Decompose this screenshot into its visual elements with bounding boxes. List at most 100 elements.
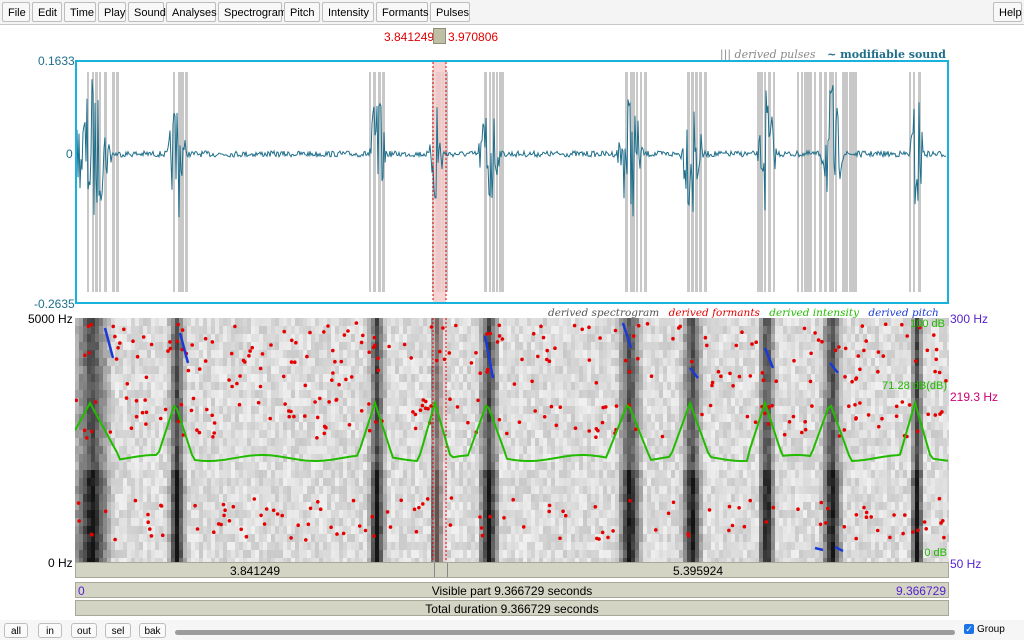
menu-time[interactable]: Time bbox=[64, 2, 96, 22]
spectrogram-cell bbox=[487, 326, 491, 334]
spectrogram-cell bbox=[667, 526, 671, 534]
spectrogram-cell bbox=[447, 382, 451, 390]
spectrogram-cell bbox=[407, 398, 411, 406]
menu-help[interactable]: Help bbox=[993, 2, 1022, 22]
spectrogram-cell bbox=[375, 454, 379, 462]
spectrogram-panel[interactable]: 100 dB 71.28 dB(dB) 0 dB bbox=[75, 318, 949, 562]
spectrogram-cell bbox=[455, 462, 459, 470]
spectrogram-cell bbox=[267, 558, 271, 562]
spectrogram-cell bbox=[475, 542, 479, 550]
spectrogram-cell bbox=[367, 518, 371, 526]
spectrogram-cell bbox=[83, 558, 87, 562]
spectrogram-cell bbox=[127, 318, 131, 326]
spectrogram-cell bbox=[379, 390, 383, 398]
spectrogram-cell bbox=[355, 398, 359, 406]
spectrogram-cell bbox=[547, 494, 551, 502]
spectrogram-cell bbox=[179, 398, 183, 406]
spectrogram-cell bbox=[155, 550, 159, 558]
waveform-panel[interactable] bbox=[75, 60, 949, 304]
spectrogram-cell bbox=[251, 558, 255, 562]
spectrogram-cell bbox=[99, 406, 103, 414]
spectrogram-cell bbox=[151, 438, 155, 446]
spectrogram-cell bbox=[463, 446, 467, 454]
spectrogram-cell bbox=[231, 470, 235, 478]
spectrogram-cell bbox=[271, 462, 275, 470]
spectrogram-cell bbox=[555, 502, 559, 510]
spectrogram-cell bbox=[575, 350, 579, 358]
spectrogram-cell bbox=[691, 526, 695, 534]
spectrogram-cell bbox=[615, 454, 619, 462]
spectrogram-cell bbox=[163, 382, 167, 390]
menu-sound[interactable]: Sound bbox=[128, 2, 166, 22]
spectrogram-cell bbox=[539, 510, 543, 518]
spectrogram-cell bbox=[587, 558, 591, 562]
menu-file[interactable]: File bbox=[2, 2, 30, 22]
spectrogram-cell bbox=[603, 382, 607, 390]
spectrogram-cell bbox=[271, 454, 275, 462]
menu-pitch[interactable]: Pitch bbox=[284, 2, 320, 22]
spectrogram-cell bbox=[403, 534, 407, 542]
spectrogram-cell bbox=[415, 326, 419, 334]
spectrogram-cell bbox=[507, 558, 511, 562]
spectrogram-cell bbox=[479, 534, 483, 542]
spectrogram-cell bbox=[567, 558, 571, 562]
spectrogram-cell bbox=[587, 406, 591, 414]
spectrogram-cell bbox=[167, 342, 171, 350]
spectrogram-cell bbox=[423, 526, 427, 534]
menu-analyses[interactable]: Analyses bbox=[166, 2, 217, 22]
spectrogram-cell bbox=[299, 358, 303, 366]
spectrogram-cell bbox=[371, 534, 375, 542]
spectrogram-cell bbox=[207, 414, 211, 422]
menu-spectrogram[interactable]: Spectrogram bbox=[218, 2, 287, 22]
spectrogram-cell bbox=[199, 382, 203, 390]
spectrogram-cell bbox=[315, 430, 319, 438]
spectrogram-cell bbox=[471, 478, 475, 486]
spectrogram-cell bbox=[511, 502, 515, 510]
menu-pulses[interactable]: Pulses bbox=[430, 2, 470, 22]
spectrogram-cell bbox=[367, 334, 371, 342]
spectrogram-cell bbox=[515, 366, 519, 374]
spectrogram-cell bbox=[451, 502, 455, 510]
spectrogram-cell bbox=[175, 358, 179, 366]
spectrogram-cell bbox=[339, 510, 343, 518]
spectrogram-cell bbox=[555, 438, 559, 446]
menu-intensity[interactable]: Intensity bbox=[322, 2, 374, 22]
spectrogram-cell bbox=[667, 462, 671, 470]
spectrogram-cell bbox=[363, 534, 367, 542]
spectrogram-cell bbox=[79, 334, 83, 342]
spectrogram-cell bbox=[387, 422, 391, 430]
spectrogram-cell bbox=[647, 366, 651, 374]
spectrogram-cell bbox=[435, 374, 439, 382]
spectrogram-cell bbox=[155, 510, 159, 518]
spectrogram-cell bbox=[379, 454, 383, 462]
spectrogram-cell bbox=[387, 486, 391, 494]
spectrogram-cell bbox=[331, 462, 335, 470]
spectrogram-cell bbox=[191, 558, 195, 562]
spectrogram-cell bbox=[163, 462, 167, 470]
spectrogram-cell bbox=[567, 446, 571, 454]
menu-play[interactable]: Play bbox=[98, 2, 126, 22]
spectrogram-cell bbox=[511, 358, 515, 366]
spectrogram-cell bbox=[575, 366, 579, 374]
spectrogram-cell bbox=[511, 350, 515, 358]
spectrogram-cell bbox=[363, 422, 367, 430]
menu-formants[interactable]: Formants bbox=[376, 2, 428, 22]
selection-handle[interactable] bbox=[433, 28, 446, 44]
spectrogram-cell bbox=[219, 478, 223, 486]
spectrogram-cell bbox=[87, 438, 91, 446]
spectrogram-cell bbox=[351, 398, 355, 406]
spectrogram-cell bbox=[407, 470, 411, 478]
menu-edit[interactable]: Edit bbox=[32, 2, 62, 22]
spectrogram-cell bbox=[195, 406, 199, 414]
spectrogram-cell bbox=[211, 558, 215, 562]
spectrogram-cell bbox=[259, 422, 263, 430]
spectrogram-cell bbox=[555, 414, 559, 422]
spectrogram-cell bbox=[251, 470, 255, 478]
spectrogram-cell bbox=[351, 550, 355, 558]
spectrogram-cell bbox=[507, 342, 511, 350]
spectrogram-cell bbox=[259, 358, 263, 366]
spectrogram-cell bbox=[219, 462, 223, 470]
spectrogram-cell bbox=[95, 470, 99, 478]
spectrogram-cell bbox=[195, 430, 199, 438]
spectrogram-cell bbox=[435, 326, 439, 334]
